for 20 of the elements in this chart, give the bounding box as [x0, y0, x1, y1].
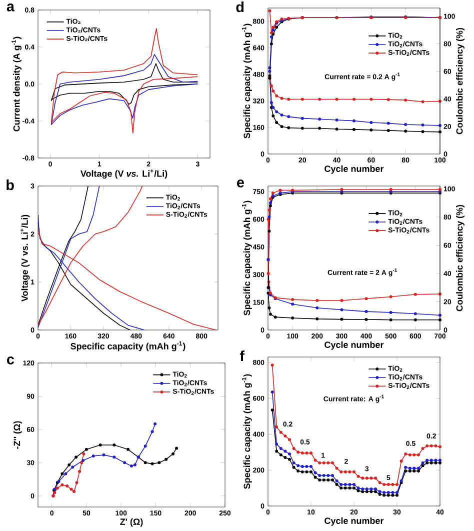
- chart-title: b: [6, 180, 14, 190]
- y-axis-title: Voltage (V vs. Li$^{+}$/Li): [20, 214, 30, 302]
- y2-axis-title: Coulombic efficiency (%): [456, 28, 464, 134]
- x-axis-title: Voltage (V vs. Li$^{+}$/Li): [80, 169, 168, 179]
- y-axis-title: -Z'' (Ω): [14, 421, 22, 449]
- x-axis-title: Z' (Ω): [120, 518, 143, 527]
- y-axis-title: Specific capacity (mAh g$^{-1}$): [242, 24, 252, 138]
- x-axis-title: Cycle number: [324, 165, 384, 174]
- x-axis-title: Cycle number: [324, 341, 384, 350]
- chart-title: f: [240, 350, 244, 361]
- y-axis-title: Specific capacity (mAh g$^{-1}$): [242, 200, 252, 316]
- chart-title: a: [6, 4, 15, 12]
- y-axis-title: Specific capacity (mAh g$^{-1}$): [242, 374, 252, 489]
- chart-title: e: [237, 180, 244, 188]
- chart-title: d: [236, 2, 244, 12]
- x-axis-title: Specific capacity (mAh g$^{-1}$): [70, 341, 186, 352]
- chart-title: c: [7, 356, 14, 364]
- y2-axis-title: Coulombic efficiency (%): [456, 204, 464, 312]
- x-axis-title: Cycle number: [324, 517, 384, 526]
- y-axis-title: Current density (A g$^{-1}$): [12, 36, 22, 132]
